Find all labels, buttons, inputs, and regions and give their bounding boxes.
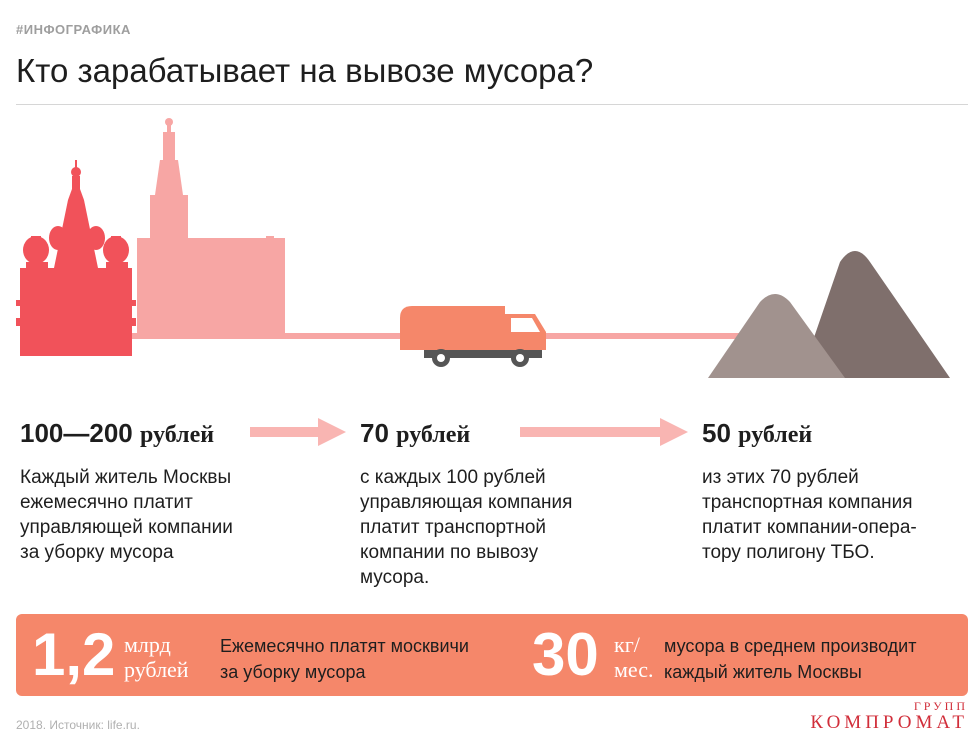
section-tag: #ИНФОГРАФИКА xyxy=(16,22,131,37)
cathedral-icon xyxy=(16,160,136,356)
amount-unit: рублей xyxy=(738,422,813,448)
stat-waste-per-person-unit: кг/мес. xyxy=(614,632,654,682)
step-amount: 50 рублей xyxy=(702,418,917,449)
amount-unit: рублей xyxy=(396,422,471,448)
stat-monthly-total-value: 1,2 xyxy=(32,621,116,688)
amount-value: 100—200 xyxy=(20,418,133,448)
step-resident-payment: 100—200 рублей Каждый житель Москвы ежем… xyxy=(20,418,233,565)
arrow-right-icon xyxy=(250,418,346,446)
university-building-icon xyxy=(137,118,285,338)
logo-top-text: ГРУПП xyxy=(913,699,968,713)
step-amount: 100—200 рублей xyxy=(20,418,233,449)
amount-value: 50 xyxy=(702,418,731,448)
source-note: 2018. Источник: life.ru. xyxy=(16,718,140,732)
stat-waste-per-person-text: мусора в среднем производит каждый жител… xyxy=(664,636,917,682)
unit-bottom: рублей xyxy=(124,657,189,682)
step-description: Каждый житель Москвы ежемесячно платит у… xyxy=(20,467,233,563)
illustration-scene xyxy=(16,118,950,378)
page-title: Кто зарабатывает на вывозе мусора? xyxy=(16,52,594,89)
arrow-right-icon xyxy=(520,418,688,446)
stat-waste-per-person-value: 30 xyxy=(532,621,599,688)
step-amount: 70 рублей xyxy=(360,418,572,449)
logo-name-text: КОМПРОМАТ xyxy=(810,712,968,733)
garbage-truck-icon xyxy=(400,306,546,367)
kompromat-logo: ГРУПП КОМПРОМАТ xyxy=(810,700,968,734)
unit-top: млрд xyxy=(124,632,171,657)
unit-top: кг/ xyxy=(614,632,640,657)
landfill-mountains-icon xyxy=(708,251,950,378)
title-divider xyxy=(16,104,968,105)
stat-monthly-total-unit: млрд рублей xyxy=(124,632,189,682)
step-description: из этих 70 рублей транспортная компания … xyxy=(702,467,917,563)
amount-value: 70 xyxy=(360,418,389,448)
step-description: с каждых 100 рублей управляющая компания… xyxy=(360,467,573,588)
step-transport-payment: 50 рублей из этих 70 рублей транспортная… xyxy=(702,418,917,565)
step-management-payment: 70 рублей с каждых 100 рублей управляюща… xyxy=(360,418,572,590)
amount-unit: рублей xyxy=(140,422,215,448)
stat-monthly-total-text: Ежемесячно платят москвичи за уборку мус… xyxy=(220,636,469,682)
stats-banner: 1,2 млрд рублей Ежемесячно платят москвич… xyxy=(16,614,968,696)
unit-bottom: мес. xyxy=(614,657,654,682)
